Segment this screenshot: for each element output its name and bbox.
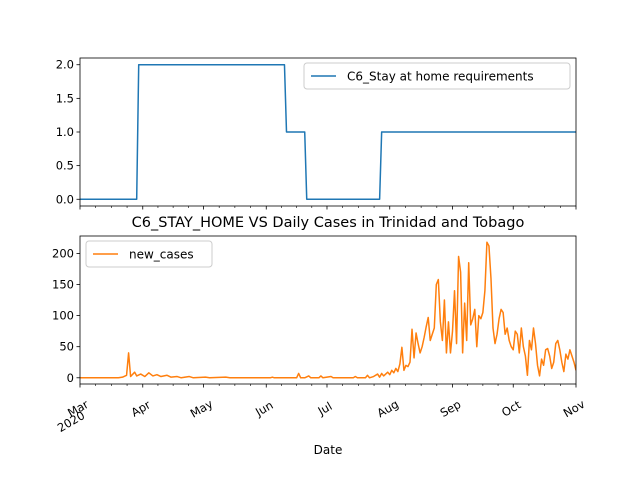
bottom-y-tick-label: 150 [52,278,74,292]
top-y-tick-label: 0.5 [56,159,74,173]
bottom-y-tick-label: 0 [67,371,74,385]
bottom-series-line-0 [80,241,576,379]
top-y-tick-label: 1.0 [56,125,74,139]
bottom-y-ticks: 0 50 100 150 200 [52,246,80,385]
bottom-y-tick-label: 50 [59,340,74,354]
top-legend-label: C6_Stay at home requirements [347,70,534,84]
x-tick-label: Jul [315,399,335,419]
bottom-axes-frame [79,235,577,385]
bottom-y-tick-label: 100 [52,309,74,323]
top-y-tick-label: 1.5 [56,91,74,105]
chart-title: C6_STAY_HOME VS Daily Cases in Trinidad … [132,215,525,231]
bottom-y-tick-label: 200 [52,246,74,260]
top-legend: C6_Stay at home requirements [303,62,571,90]
top-x-ticks [79,206,577,210]
bottom-series-group [80,241,576,379]
top-series-line-0 [80,63,576,201]
top-axes-frame [79,57,577,207]
top-legend-box [303,62,571,90]
bottom-legend-label: new_cases [129,248,194,262]
bottom-legend: new_cases [85,240,213,268]
top-series-group [80,63,576,201]
x-axis-label: Date [314,443,343,457]
top-y-tick-label: 2.0 [56,58,74,72]
top-y-ticks: 0.0 0.5 1.0 1.5 2.0 [56,58,80,206]
top-y-tick-label: 0.0 [56,192,74,206]
top-subplot: 0.0 0.5 1.0 1.5 2.0 C6_Stay at home requirem… [56,57,577,210]
bottom-legend-box [85,240,213,268]
